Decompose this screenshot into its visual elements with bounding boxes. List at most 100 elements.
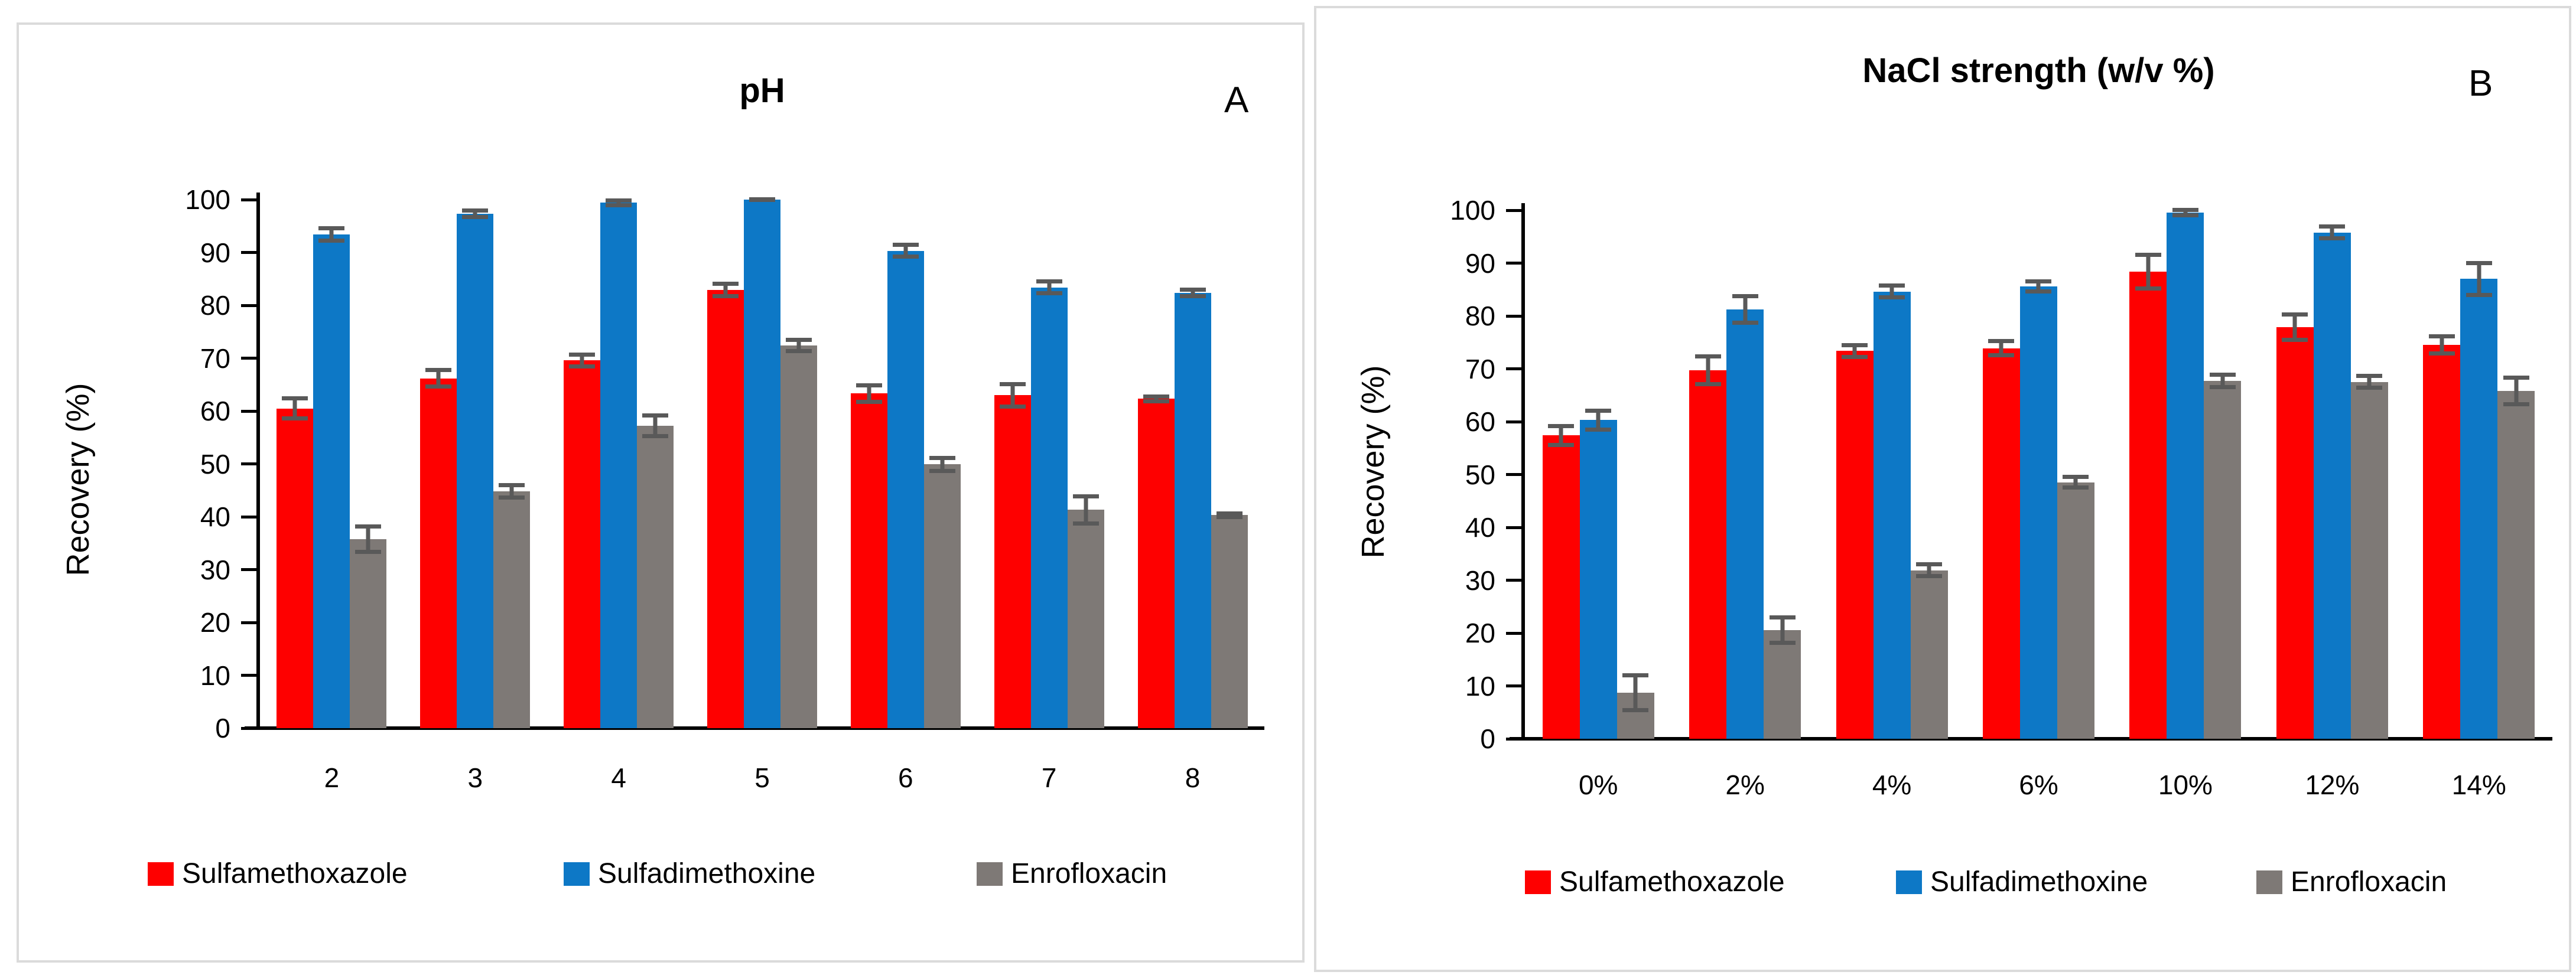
- y-tick-mark: [241, 304, 256, 307]
- panel-letter: A: [1224, 80, 1249, 120]
- error-bar-line: [2477, 260, 2481, 297]
- y-tick-label: 80: [200, 290, 230, 321]
- error-bar-line: [940, 456, 945, 473]
- error-bar: [1179, 288, 1206, 299]
- error-bar-cap-bottom: [2282, 337, 2308, 342]
- y-tick-mark: [241, 726, 256, 730]
- error-bar: [1622, 673, 1649, 713]
- error-bar: [1143, 394, 1169, 403]
- error-bar-line: [580, 352, 584, 369]
- bar-sulfadimethoxine: [2167, 207, 2204, 739]
- y-tick-mark: [1506, 526, 1521, 529]
- error-bar-cap-top: [2209, 372, 2236, 377]
- legend-label: Sulfamethoxazole: [1559, 866, 1785, 898]
- error-bar-cap-bottom: [282, 416, 308, 421]
- error-bar-cap-top: [1179, 288, 1206, 292]
- bar-sulfadimethoxine: [1579, 408, 1617, 739]
- y-tick-mark: [1506, 367, 1521, 370]
- bar-sulfamethoxazole: [2423, 334, 2461, 739]
- bar-sulfadimethoxine: [2313, 224, 2351, 739]
- bar-group: [2112, 207, 2259, 739]
- error-bar-cap-top: [569, 352, 596, 357]
- bar-group: [1525, 210, 1671, 739]
- bar-enrofloxacin: [2204, 372, 2242, 739]
- x-category-label: 7: [1041, 762, 1057, 793]
- y-tick-label: 90: [1465, 247, 1495, 279]
- error-bar-line: [1780, 615, 1785, 645]
- error-bar-cap-bottom: [606, 203, 632, 207]
- error-bar-cap-top: [1732, 294, 1758, 299]
- error-bar: [1732, 294, 1758, 325]
- bar-sulfadimethoxine: [887, 243, 924, 728]
- error-bar-cap-top: [2172, 207, 2198, 212]
- chart-panel-a: pH A Recovery (%) 0 10 20 30 40 50 60 70 80 90 100 2 3 4…: [17, 22, 1305, 963]
- error-bar-cap-top: [282, 396, 308, 400]
- error-bar-cap-bottom: [2428, 351, 2455, 356]
- error-bar-cap-bottom: [1694, 382, 1721, 387]
- error-bar: [2356, 374, 2383, 390]
- x-axis-line: [245, 726, 1264, 730]
- y-axis-title: Recovery (%): [1355, 365, 1391, 559]
- legend-label: Enrofloxacin: [2291, 866, 2447, 898]
- error-bar-cap-bottom: [712, 294, 739, 299]
- error-bar: [1585, 408, 1612, 432]
- error-bar-cap-bottom: [2025, 289, 2052, 294]
- y-axis-title: Recovery (%): [60, 383, 96, 576]
- error-bar: [606, 198, 632, 207]
- bar-sulfamethoxazole: [707, 281, 744, 728]
- error-bar: [1988, 339, 2015, 357]
- error-bar: [999, 381, 1026, 409]
- legend-swatch-icon: [1525, 870, 1551, 894]
- x-category-label: 5: [754, 762, 770, 793]
- error-bar-line: [1154, 394, 1159, 403]
- error-bar-line: [867, 383, 871, 405]
- bar-sulfamethoxazole: [1836, 343, 1874, 739]
- x-category-label: 10%: [2158, 769, 2213, 800]
- bar-sulfamethoxazole: [277, 396, 314, 728]
- error-bar-cap-bottom: [2356, 386, 2383, 390]
- error-bar: [1769, 615, 1796, 645]
- error-bar-line: [616, 198, 621, 207]
- bar-enrofloxacin: [2057, 475, 2094, 739]
- error-bar-cap-bottom: [856, 400, 882, 405]
- y-tick-label: 40: [1465, 512, 1495, 543]
- error-bar-cap-bottom: [892, 255, 919, 259]
- error-bar-cap-bottom: [499, 495, 525, 500]
- error-bar-line: [903, 243, 908, 259]
- bar-group: [834, 200, 977, 728]
- error-bar-cap-bottom: [1036, 291, 1062, 295]
- bar-enrofloxacin: [1211, 511, 1248, 728]
- error-bar-cap-top: [2466, 260, 2492, 265]
- error-bar-cap-bottom: [1622, 708, 1649, 713]
- error-bar: [2282, 312, 2308, 342]
- y-tick-label: 50: [1465, 459, 1495, 490]
- y-tick-label: 100: [1450, 195, 1495, 226]
- error-bar: [355, 524, 382, 554]
- bar-sulfamethoxazole: [1982, 339, 2020, 739]
- error-bar-cap-bottom: [2135, 286, 2161, 291]
- error-bar: [1694, 354, 1721, 387]
- bar-enrofloxacin: [637, 413, 674, 728]
- error-bar-cap-top: [2356, 374, 2383, 379]
- x-category-label: 2%: [1725, 769, 1765, 800]
- chart-title: pH: [739, 71, 785, 110]
- error-bar: [892, 243, 919, 259]
- error-bar-line: [436, 367, 441, 389]
- y-tick-label: 10: [200, 660, 230, 691]
- y-tick-mark: [241, 409, 256, 413]
- bar-enrofloxacin: [1067, 494, 1104, 728]
- error-bar-cap-top: [2319, 224, 2346, 229]
- y-tick-mark: [241, 674, 256, 677]
- y-tick-mark: [241, 515, 256, 519]
- error-bar-line: [1999, 339, 2003, 357]
- error-bar-cap-bottom: [462, 215, 489, 220]
- bar-sulfadimethoxine: [600, 198, 638, 728]
- error-bar-cap-bottom: [318, 239, 345, 243]
- bar-sulfamethoxazole: [1542, 423, 1580, 739]
- error-bar: [785, 337, 812, 354]
- error-bar-cap-top: [856, 383, 882, 387]
- legend-swatch-icon: [2256, 870, 2282, 894]
- bar-group: [547, 198, 691, 728]
- bar-group: [1819, 210, 1965, 739]
